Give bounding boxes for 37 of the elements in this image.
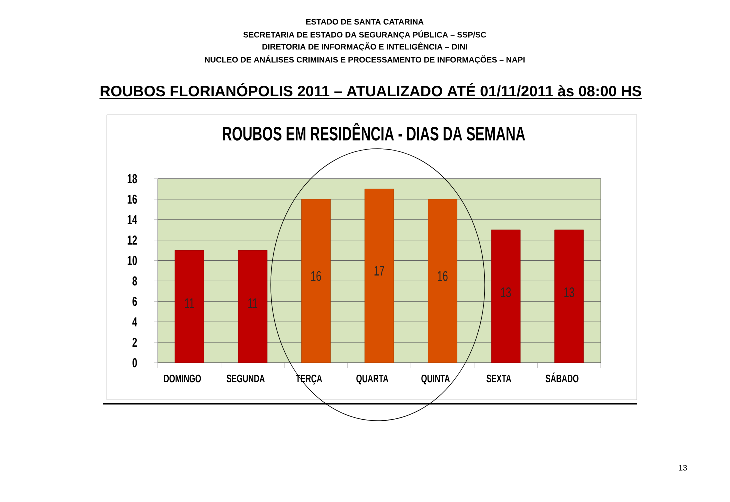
x-tick-label: SEGUNDA [226, 374, 265, 383]
text: DIRETORIA DE INFORMAÇÃO E INTELIGÊNCIA – DINI [262, 42, 468, 52]
y-tick-label: 4 [132, 318, 138, 327]
bar [238, 250, 268, 364]
y-tick-label: 12 [128, 236, 138, 245]
x-tick-label: QUARTA [356, 374, 388, 385]
text: SECRETARIA DE ESTADO DA SEGURANÇA PÚBLICA – SSP/SC [244, 30, 486, 40]
x-tick-label: QUINTA [422, 374, 450, 385]
x-tick-label: DOMINGO [164, 374, 202, 383]
data-label: 11 [185, 298, 194, 308]
y-tick-label: 16 [128, 194, 138, 204]
y-tick-label: 2 [132, 338, 138, 348]
data-label: 16 [438, 271, 448, 282]
y-tick-label: 18 [128, 174, 138, 184]
bar [428, 199, 458, 364]
y-tick-label: 6 [132, 297, 138, 306]
y-tick-label: 10 [128, 256, 138, 266]
x-tick-label: SEXTA [486, 374, 512, 383]
data-label: 13 [564, 288, 574, 298]
y-tick-label: 0 [132, 358, 138, 368]
x-tick-label: SÁBADO [546, 372, 579, 383]
text: 13 [679, 465, 688, 471]
data-label: 11 [248, 298, 258, 308]
chart-subtitle: ROUBOS FLORIANÓPOLIS 2011 – ATUALIZADO ATÉ 01/11/2011 às 08:00 HS [100, 83, 642, 97]
bar [174, 250, 204, 364]
text: NUCLEO DE ANÁLISES CRIMINAIS E PROCESSAMENTO DE INFORMAÇÕES – NAPI [205, 56, 525, 64]
bar [364, 189, 394, 364]
text: ESTADO DE SANTA CATARINA [306, 19, 424, 25]
bar [302, 199, 331, 364]
data-label: 13 [501, 288, 512, 298]
chart-title: ROUBOS EM RESIDÊNCIA - DIAS DA SEMANA [223, 123, 526, 141]
bar [554, 230, 584, 364]
data-label: 16 [312, 271, 322, 282]
y-tick-label: 14 [128, 215, 138, 224]
data-label: 17 [374, 266, 384, 276]
y-tick-label: 8 [132, 276, 138, 286]
bar [491, 230, 521, 364]
